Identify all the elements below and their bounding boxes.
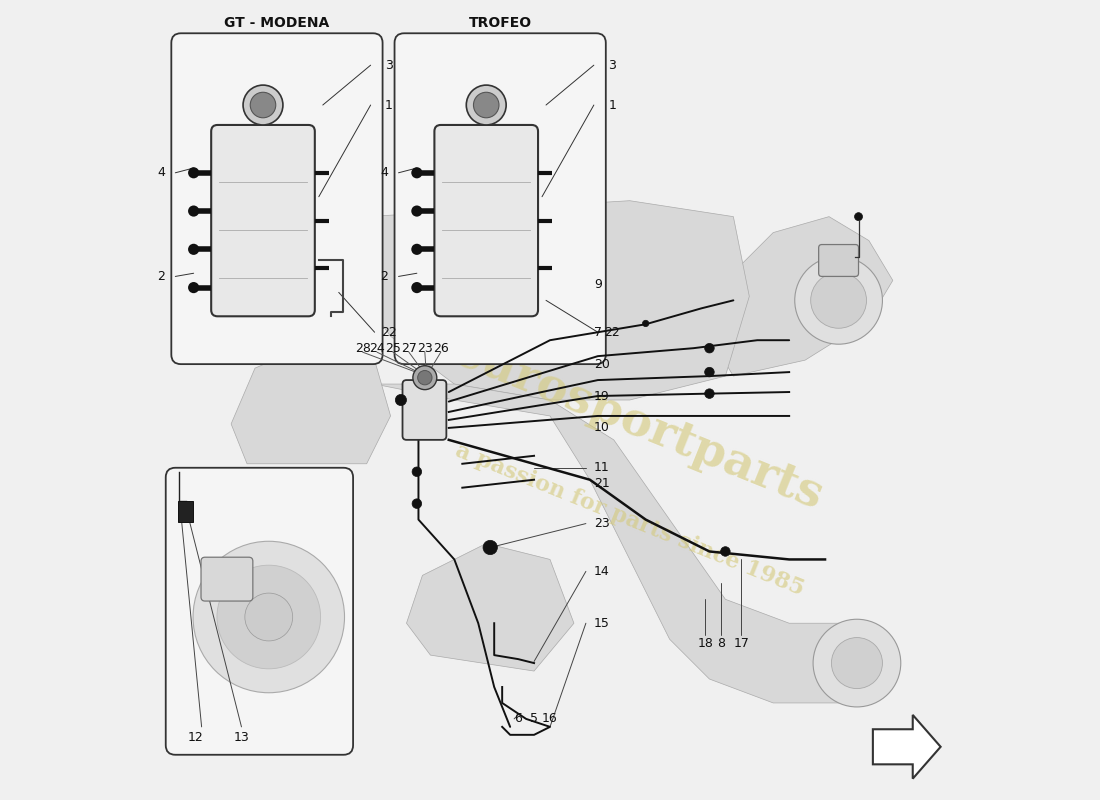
Text: 2: 2 — [157, 270, 165, 283]
FancyBboxPatch shape — [211, 125, 315, 316]
Text: TROFEO: TROFEO — [469, 16, 531, 30]
Circle shape — [705, 389, 714, 398]
Circle shape — [245, 593, 293, 641]
FancyBboxPatch shape — [403, 380, 447, 440]
Text: 20: 20 — [594, 358, 609, 370]
Polygon shape — [375, 384, 852, 703]
Text: 1: 1 — [608, 98, 616, 111]
Circle shape — [411, 244, 422, 255]
Text: 7: 7 — [594, 326, 602, 338]
Circle shape — [395, 394, 407, 406]
FancyBboxPatch shape — [434, 125, 538, 316]
Circle shape — [811, 273, 867, 328]
FancyBboxPatch shape — [166, 468, 353, 754]
Circle shape — [250, 92, 276, 118]
Text: 22: 22 — [604, 326, 620, 338]
Circle shape — [411, 282, 422, 293]
Text: 22: 22 — [381, 326, 397, 338]
Polygon shape — [231, 344, 390, 464]
FancyBboxPatch shape — [201, 558, 253, 601]
Text: 3: 3 — [385, 58, 393, 72]
Circle shape — [705, 367, 714, 377]
Text: a passion for parts since 1985: a passion for parts since 1985 — [452, 439, 807, 600]
Circle shape — [473, 92, 499, 118]
Circle shape — [705, 343, 714, 353]
Text: 27: 27 — [402, 342, 417, 354]
Polygon shape — [351, 201, 749, 400]
Text: GT - MODENA: GT - MODENA — [224, 16, 330, 30]
Circle shape — [192, 542, 344, 693]
Text: 26: 26 — [433, 342, 449, 354]
Text: 17: 17 — [734, 637, 749, 650]
Text: 4: 4 — [381, 166, 388, 179]
Circle shape — [188, 244, 199, 255]
Circle shape — [813, 619, 901, 707]
Text: 4: 4 — [157, 166, 165, 179]
Circle shape — [642, 320, 649, 326]
Polygon shape — [710, 217, 893, 376]
Circle shape — [412, 499, 421, 509]
Text: 18: 18 — [697, 637, 714, 650]
Text: 2: 2 — [381, 270, 388, 283]
Text: 25: 25 — [385, 342, 400, 354]
FancyBboxPatch shape — [172, 34, 383, 364]
Circle shape — [720, 546, 730, 556]
Text: 8: 8 — [717, 637, 725, 650]
Text: 23: 23 — [417, 342, 432, 354]
Text: 3: 3 — [608, 58, 616, 72]
Circle shape — [412, 366, 437, 390]
Text: 6: 6 — [514, 712, 522, 726]
Circle shape — [411, 167, 422, 178]
Text: 14: 14 — [594, 565, 609, 578]
Circle shape — [188, 282, 199, 293]
Text: 1: 1 — [385, 98, 393, 111]
Bar — [178, 502, 192, 522]
Circle shape — [483, 540, 497, 554]
FancyBboxPatch shape — [818, 245, 858, 277]
Text: 16: 16 — [542, 712, 558, 726]
Circle shape — [466, 85, 506, 125]
Circle shape — [411, 206, 422, 217]
Circle shape — [418, 370, 432, 385]
Circle shape — [217, 565, 320, 669]
Circle shape — [855, 213, 862, 221]
FancyBboxPatch shape — [395, 34, 606, 364]
Text: eurosportparts: eurosportparts — [446, 329, 829, 519]
Text: 5: 5 — [530, 712, 538, 726]
Text: 13: 13 — [233, 730, 250, 744]
Polygon shape — [407, 543, 574, 671]
Circle shape — [832, 638, 882, 689]
Circle shape — [188, 167, 199, 178]
Polygon shape — [873, 715, 940, 778]
Circle shape — [794, 257, 882, 344]
Text: 12: 12 — [188, 730, 204, 744]
Text: 15: 15 — [594, 617, 609, 630]
Circle shape — [412, 467, 421, 477]
Text: 21: 21 — [594, 478, 609, 490]
Text: 19: 19 — [594, 390, 609, 402]
Text: 23: 23 — [594, 517, 609, 530]
Circle shape — [243, 85, 283, 125]
Circle shape — [188, 206, 199, 217]
Text: 28: 28 — [354, 342, 371, 354]
Text: 11: 11 — [594, 462, 609, 474]
Text: 24: 24 — [370, 342, 385, 354]
Text: 10: 10 — [594, 422, 609, 434]
Text: 9: 9 — [594, 278, 602, 291]
